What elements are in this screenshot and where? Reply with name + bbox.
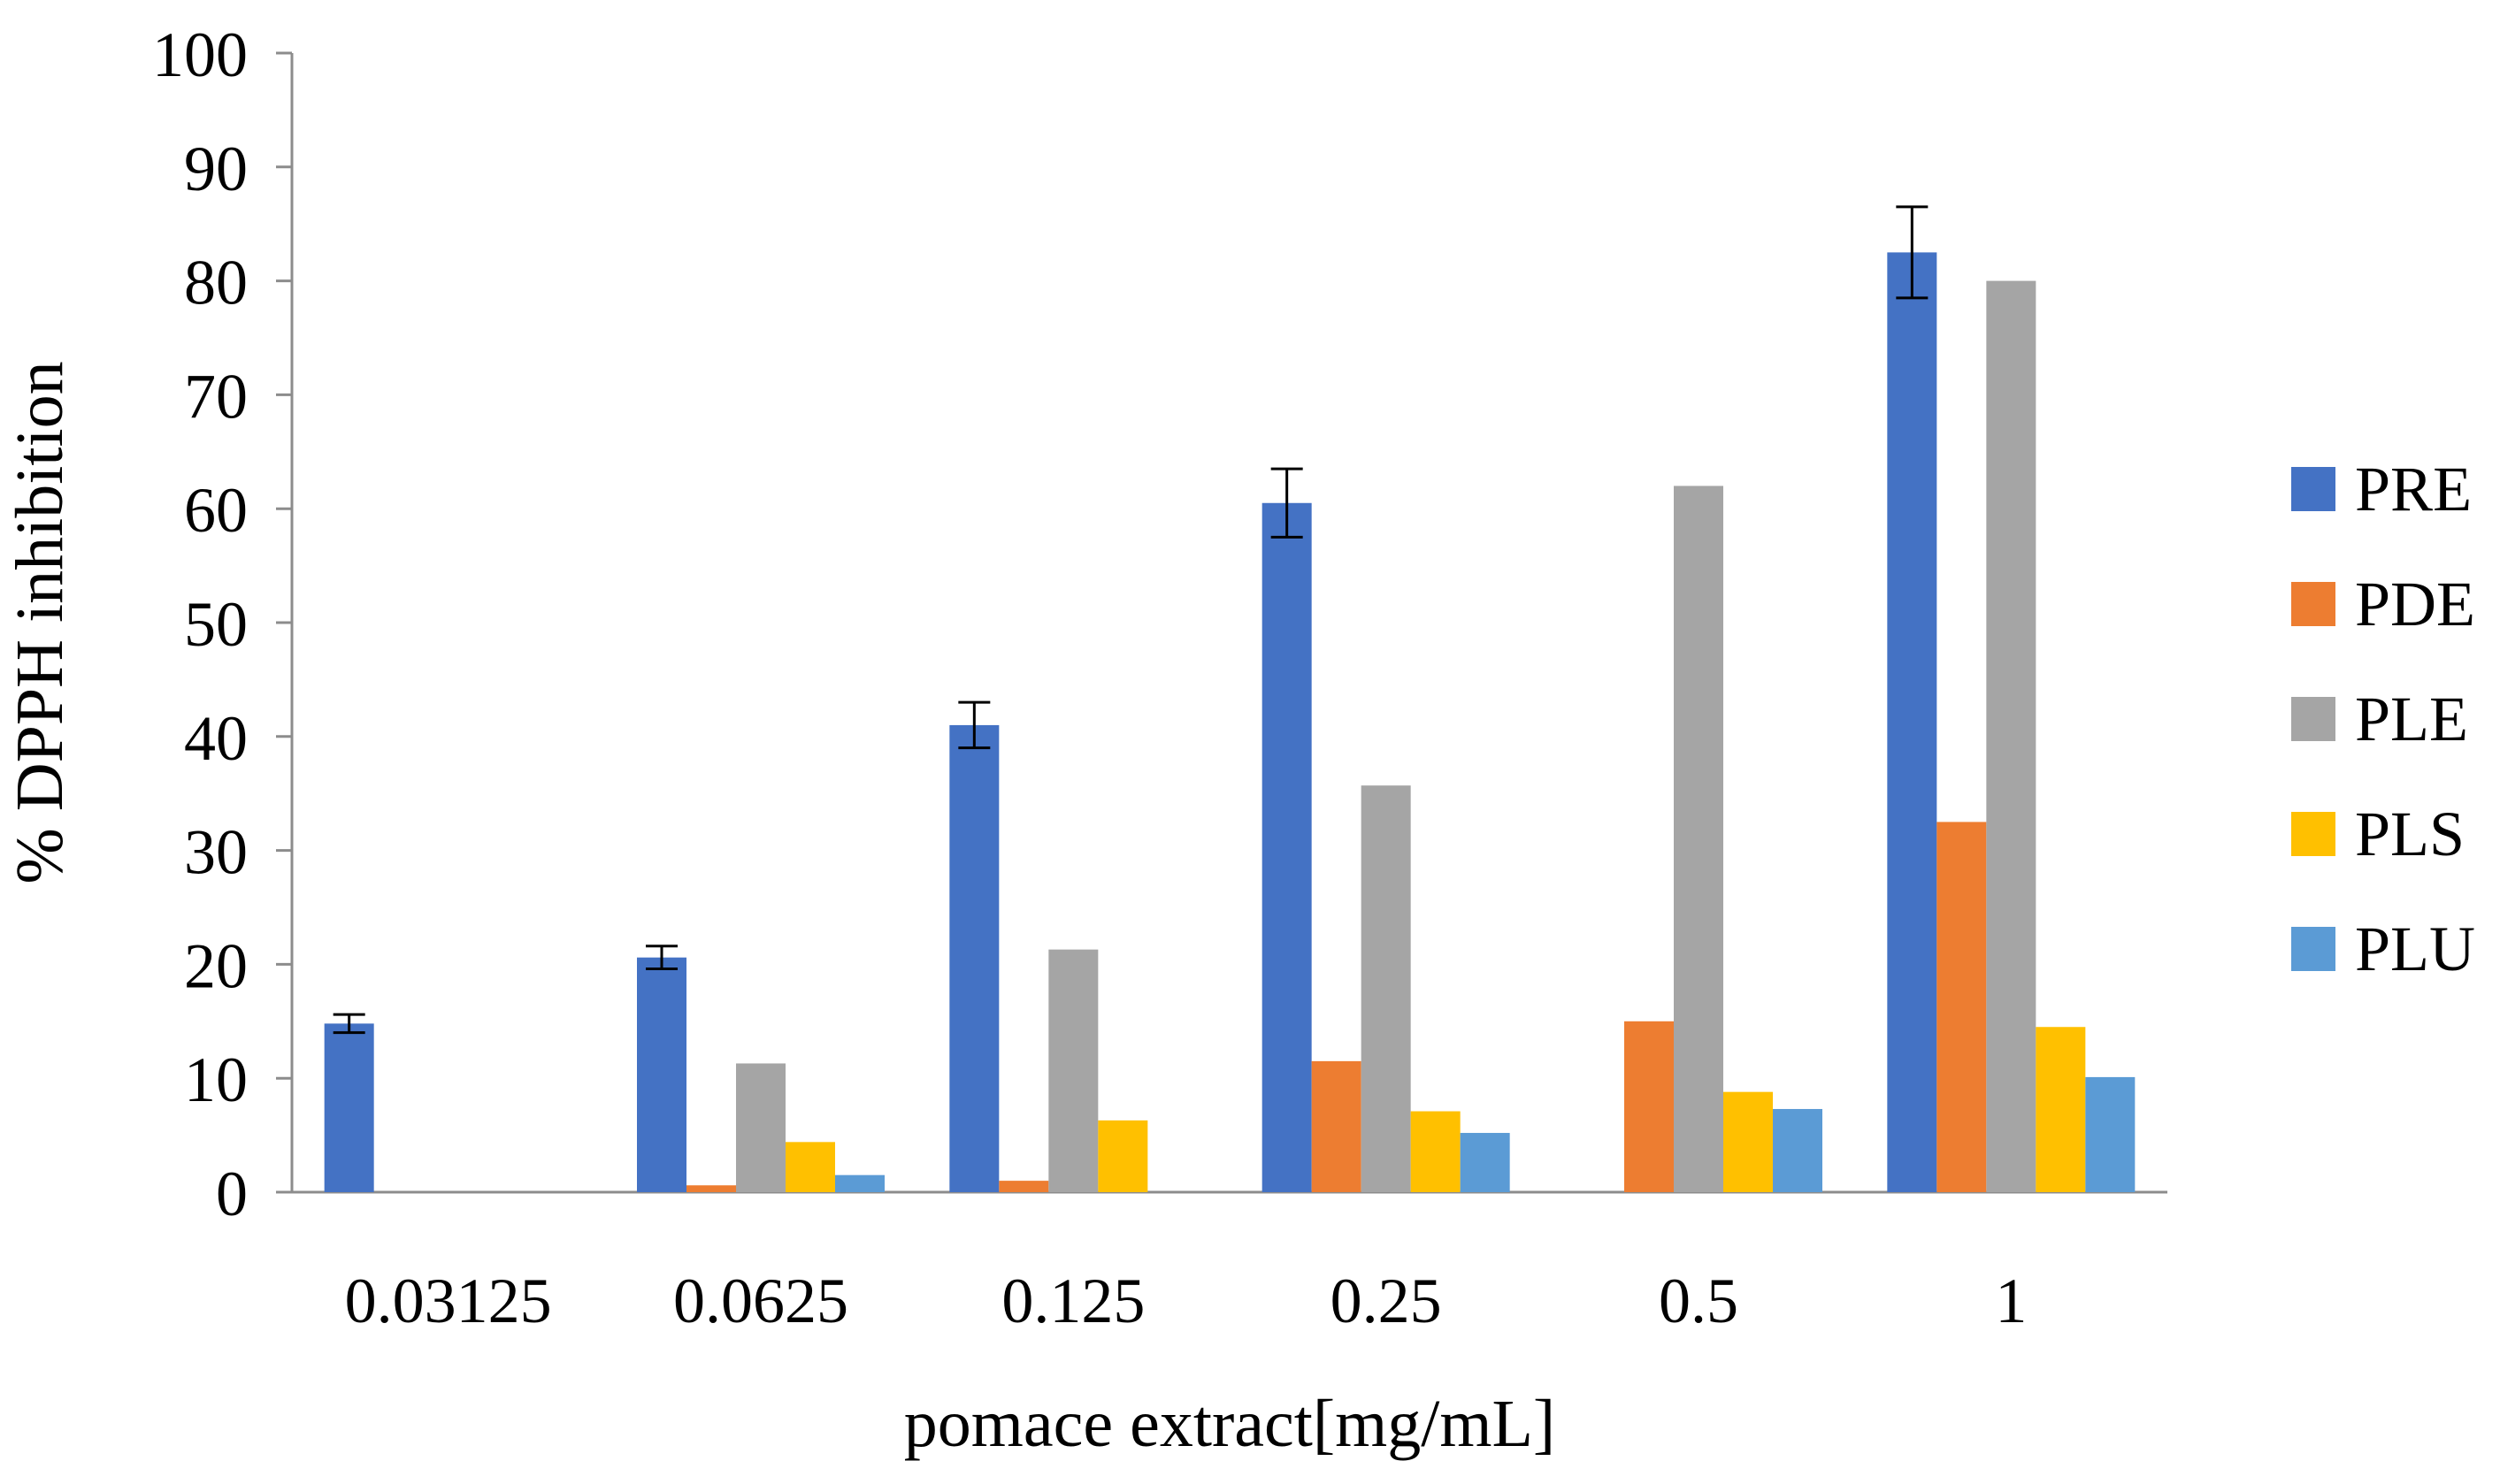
bar-plu-0.5 — [1773, 1108, 1822, 1192]
y-tick-label: 70 — [184, 361, 248, 432]
bar-pls-0.25 — [1410, 1111, 1461, 1192]
y-tick-label: 100 — [152, 19, 248, 90]
bar-pde-0.0625 — [686, 1185, 736, 1192]
bar-plu-1 — [2085, 1076, 2136, 1192]
bar-plu-0.0625 — [835, 1174, 885, 1192]
error-bars-layer — [333, 205, 1929, 1035]
x-tick-label-1: 1 — [1995, 1266, 2027, 1336]
y-tick-label: 40 — [184, 703, 248, 774]
x-axis-title: pomace extract[mg/mL] — [904, 1387, 1555, 1461]
y-tick-label: 90 — [184, 134, 248, 204]
bar-pde-0.5 — [1624, 1021, 1674, 1192]
x-tick-label-0.0625: 0.0625 — [673, 1266, 848, 1336]
bar-pre-0.03125 — [324, 1023, 374, 1192]
y-tick-label: 60 — [184, 475, 248, 546]
bars-layer — [324, 252, 2136, 1193]
axes-layer — [276, 51, 2167, 1194]
legend: PRE PDE PLE PLS PLU — [2291, 454, 2475, 984]
y-tick-label: 20 — [184, 930, 248, 1001]
x-tick-label-0.5: 0.5 — [1659, 1266, 1738, 1336]
bar-ple-0.125 — [1048, 949, 1099, 1192]
legend-label-plu: PLU — [2355, 914, 2475, 984]
legend-label-pre: PRE — [2355, 454, 2472, 524]
bar-pre-1 — [1887, 252, 1937, 1192]
bar-pre-0.125 — [949, 724, 1000, 1192]
legend-swatch-plu — [2291, 927, 2335, 971]
bar-ple-1 — [1986, 280, 2036, 1193]
bar-pls-1 — [2036, 1027, 2086, 1192]
y-tick-label: 10 — [184, 1044, 248, 1115]
legend-swatch-ple — [2291, 697, 2335, 741]
legend-swatch-pre — [2291, 467, 2335, 511]
y-tick-label: 0 — [216, 1159, 248, 1229]
bar-pre-0.0625 — [637, 957, 686, 1192]
bar-plu-0.25 — [1460, 1133, 1510, 1192]
legend-label-pde: PDE — [2355, 569, 2475, 639]
y-tick-label: 30 — [184, 817, 248, 888]
x-tick-label-0.25: 0.25 — [1331, 1266, 1442, 1336]
legend-swatch-pde — [2291, 582, 2335, 626]
legend-swatch-pls — [2291, 812, 2335, 856]
bar-pde-0.25 — [1311, 1060, 1361, 1192]
legend-label-ple: PLE — [2355, 684, 2468, 754]
x-tick-label-0.03125: 0.03125 — [345, 1266, 552, 1336]
y-tick-label: 50 — [184, 589, 248, 660]
bar-ple-0.5 — [1674, 486, 1723, 1192]
y-axis-title: % DPPH inhibition — [3, 361, 77, 884]
labels-layer: 0 10 20 30 40 50 60 70 80 90 100 0.03125 0.0625 0.125… — [3, 19, 2027, 1461]
x-tick-label-0.125: 0.125 — [1001, 1266, 1145, 1336]
bar-pls-0.5 — [1723, 1091, 1773, 1192]
bar-pls-0.0625 — [786, 1142, 835, 1192]
bar-ple-0.25 — [1361, 785, 1411, 1192]
bar-ple-0.0625 — [736, 1063, 786, 1192]
bar-pde-1 — [1936, 822, 1987, 1192]
legend-label-pls: PLS — [2355, 799, 2465, 869]
bar-pre-0.25 — [1262, 502, 1312, 1192]
bar-pls-0.125 — [1098, 1120, 1148, 1192]
y-tick-label: 80 — [184, 248, 248, 318]
bar-pde-0.125 — [999, 1181, 1049, 1192]
